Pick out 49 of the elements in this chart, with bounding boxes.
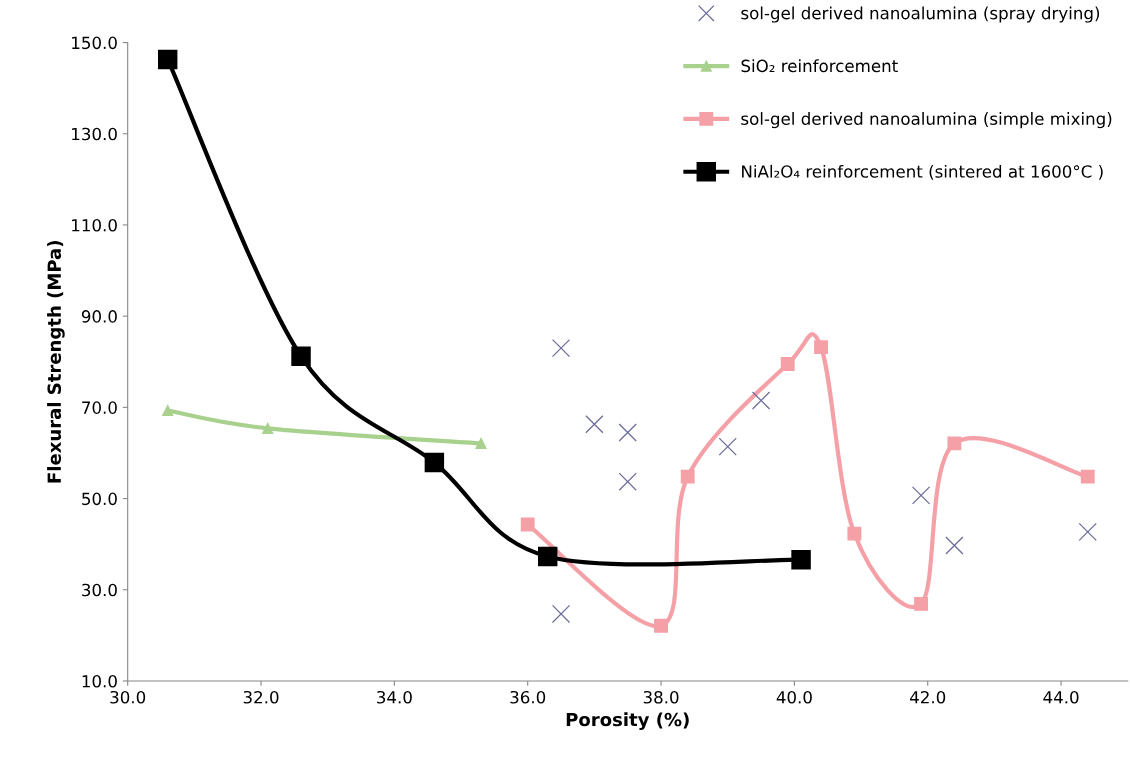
point xyxy=(945,536,964,555)
y-tick-label: 30.0 xyxy=(82,583,117,597)
y-tick-label: 50.0 xyxy=(82,492,117,506)
point xyxy=(680,469,695,484)
point xyxy=(585,415,604,434)
point xyxy=(618,472,637,491)
x-tick-label: 40.0 xyxy=(776,690,812,704)
point xyxy=(618,423,637,442)
point xyxy=(914,596,929,611)
x-tick-label: 36.0 xyxy=(510,690,546,704)
x-tick-label: 30.0 xyxy=(110,690,146,704)
point xyxy=(475,437,487,449)
y-tick-label: 150.0 xyxy=(72,36,117,50)
point xyxy=(1078,522,1097,541)
point xyxy=(291,346,311,367)
x-tick-label: 32.0 xyxy=(243,690,279,704)
x-tick-label: 42.0 xyxy=(909,690,946,704)
y-tick-label: 130.0 xyxy=(72,127,117,141)
point xyxy=(791,549,811,570)
point xyxy=(751,391,771,410)
legend-label: sol-gel derived nanoalumina (simple mixing) xyxy=(741,112,1112,129)
y-axis-title: Flexural Strength (MPa) xyxy=(47,241,65,483)
y-tick-label: 90.0 xyxy=(81,310,117,323)
point xyxy=(551,604,571,624)
y-tick-label: 110.0 xyxy=(72,218,117,232)
point xyxy=(162,404,174,417)
point xyxy=(947,436,962,451)
point xyxy=(551,338,571,358)
x-tick-label: 38.0 xyxy=(643,690,679,704)
x-tick-label: 44.0 xyxy=(1043,690,1079,704)
point xyxy=(911,486,931,505)
y-tick-label: 10.0 xyxy=(82,674,117,688)
point xyxy=(520,517,535,532)
point xyxy=(537,546,558,567)
point xyxy=(718,437,737,456)
x-tick-label: 34.0 xyxy=(377,690,412,704)
legend-label: NiAl₂O₄ reinforcement (sintered at 1600°C ) xyxy=(742,164,1103,180)
point xyxy=(847,526,862,541)
x-axis-title: Porosity (%) xyxy=(566,712,689,730)
point xyxy=(157,49,178,70)
point xyxy=(780,357,795,371)
point xyxy=(814,340,829,355)
legend-label: SiO₂ reinforcement xyxy=(741,59,898,73)
point xyxy=(424,452,445,473)
legend-label: sol-gel derived nanoalumina (spray drying) xyxy=(741,6,1100,23)
point xyxy=(654,618,668,633)
point xyxy=(262,422,274,434)
y-tick-label: 70.0 xyxy=(82,401,117,414)
point xyxy=(1080,469,1095,484)
